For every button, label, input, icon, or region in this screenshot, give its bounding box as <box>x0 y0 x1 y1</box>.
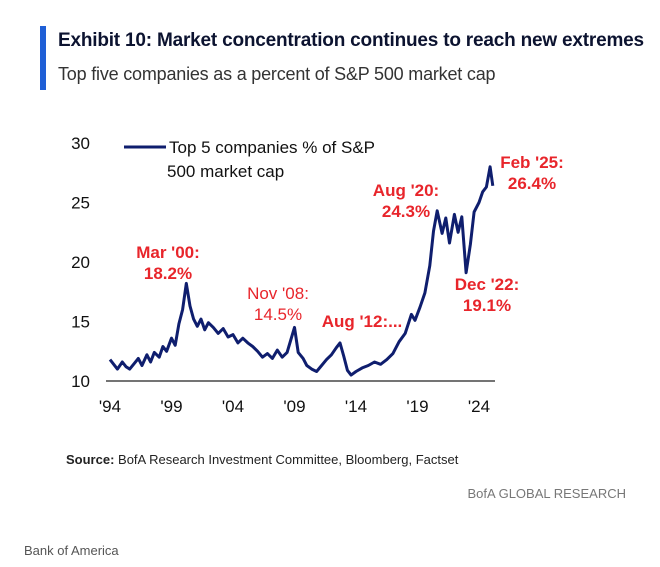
annotation-label: Aug '12:... <box>322 312 403 331</box>
source-text: BofA Research Investment Committee, Bloo… <box>114 452 459 467</box>
source-label: Source: <box>66 452 115 467</box>
x-tick-label: '94 <box>99 397 121 416</box>
x-tick-label: '99 <box>160 397 182 416</box>
x-tick-label: '09 <box>283 397 305 416</box>
annotation-label: Mar '00: 18.2% <box>136 243 200 283</box>
brand-label: BofA GLOBAL RESEARCH <box>467 486 626 501</box>
y-tick-label: 10 <box>71 372 90 391</box>
chart-subtitle: Top five companies as a percent of S&P 5… <box>58 64 496 84</box>
y-tick-label: 20 <box>71 253 90 272</box>
line-chart: '94 '99 '04 '09 '14 '19 '24 10 15 20 25 30 Top 5 com… <box>71 134 564 416</box>
x-tick-label: '04 <box>222 397 244 416</box>
x-tick-label: '14 <box>345 397 367 416</box>
annotation-label: Aug '20: 24.3% <box>373 181 439 221</box>
chart-title: Exhibit 10: Market concentration continu… <box>58 30 644 51</box>
legend-entry: Top 5 companies % of S&P 500 market cap <box>167 138 375 181</box>
series-line <box>108 165 495 377</box>
annotation-label: Dec '22: 19.1% <box>455 275 520 315</box>
source-note: Source: BofA Research Investment Committ… <box>66 452 458 467</box>
y-tick-label: 25 <box>71 194 90 213</box>
annotation-label: Feb '25: 26.4% <box>500 153 564 193</box>
credit-label: Bank of America <box>24 543 119 558</box>
y-tick-label: 30 <box>71 134 90 153</box>
annotation-label: Nov '08: 14.5% <box>247 284 309 324</box>
x-tick-label: '19 <box>406 397 428 416</box>
x-tick-label: '24 <box>468 397 490 416</box>
accent-bar <box>40 26 46 90</box>
y-tick-label: 15 <box>71 313 90 332</box>
